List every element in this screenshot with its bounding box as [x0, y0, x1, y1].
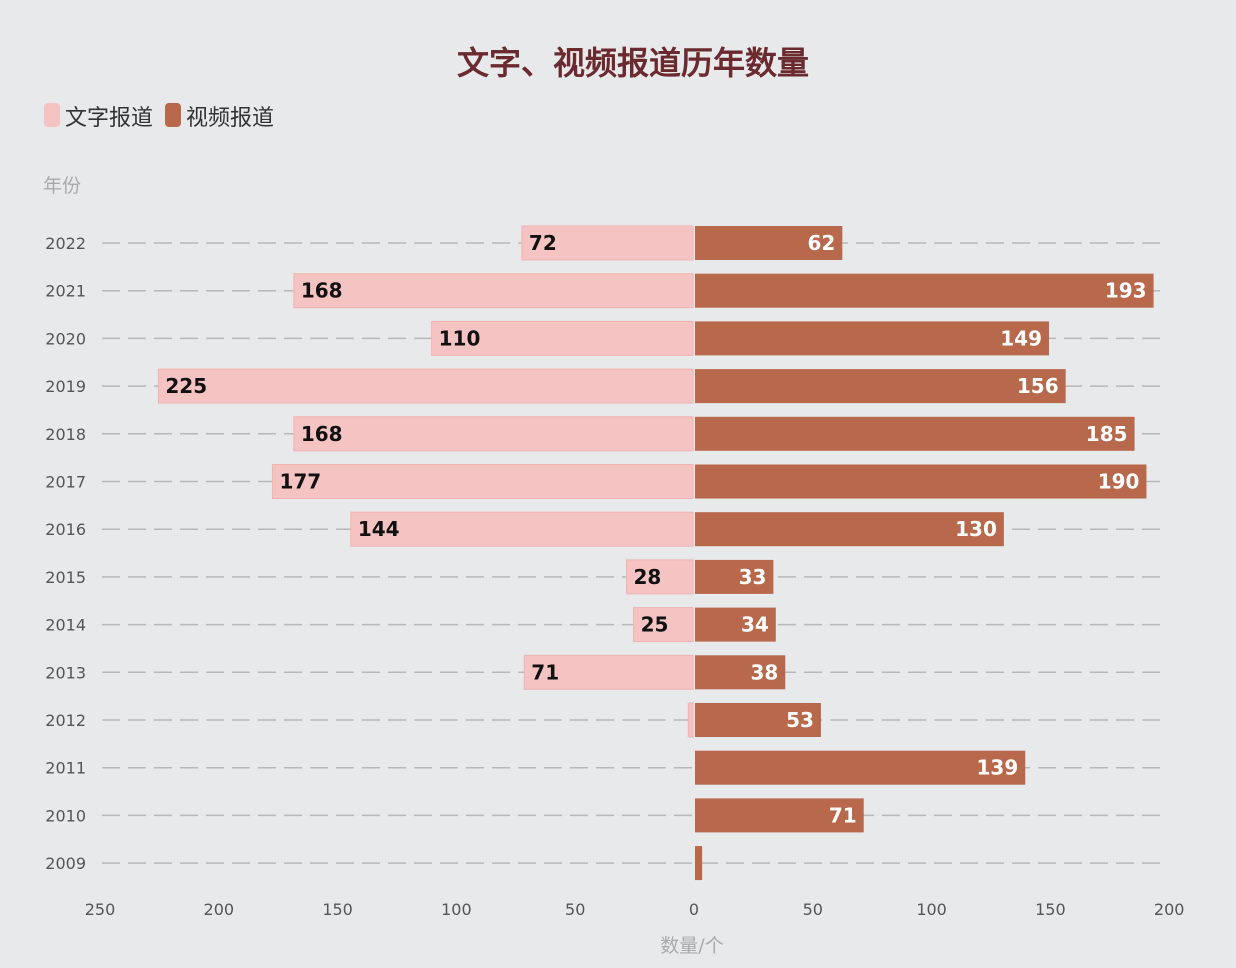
data-label-video-2017: 190: [1098, 470, 1140, 494]
data-label-video-2010: 71: [829, 803, 857, 827]
y-tick-label: 2022: [45, 234, 86, 253]
bar-text-2013: [523, 654, 694, 690]
legend-label-video: 视频报道: [186, 106, 274, 131]
bar-text-2012: [687, 702, 694, 738]
x-axis-title: 数量/个: [660, 935, 723, 957]
data-label-video-2021: 193: [1105, 279, 1147, 303]
x-tick-label: 200: [1154, 900, 1185, 919]
data-label-text-2022: 72: [529, 231, 557, 255]
chart-title: 文字、视频报道历年数量: [457, 44, 809, 82]
y-tick-label: 2019: [45, 377, 86, 396]
bar-video-2015: [695, 559, 774, 594]
y-tick-label: 2016: [45, 520, 86, 539]
data-label-video-2020: 149: [1000, 326, 1042, 350]
bar-video-2012: [695, 703, 821, 737]
legend-swatch-text: [44, 103, 60, 127]
bar-video-2017: [695, 464, 1147, 499]
bar-text-2020: [431, 320, 694, 356]
data-label-text-2017: 177: [279, 470, 321, 494]
data-label-text-2016: 144: [358, 517, 400, 541]
bar-video-2010: [695, 798, 864, 833]
data-label-text-2020: 110: [439, 326, 481, 350]
bar-video-2022: [695, 226, 843, 260]
data-label-text-2019: 225: [165, 374, 207, 398]
bar-text-2019: [157, 368, 694, 404]
bar-video-2009: [695, 846, 703, 881]
data-label-text-2014: 25: [641, 613, 669, 637]
bar-video-2018: [695, 416, 1135, 451]
data-label-text-2015: 28: [633, 565, 661, 589]
data-label-video-2019: 156: [1017, 374, 1059, 398]
y-tick-label: 2015: [45, 568, 86, 587]
x-tick-label: 0: [689, 900, 699, 919]
x-tick-label: 50: [565, 900, 585, 919]
legend-label-text: 文字报道: [65, 106, 153, 131]
x-tick-label: 150: [322, 900, 353, 919]
bar-video-2020: [695, 321, 1050, 356]
y-tick-label: 2021: [45, 282, 86, 301]
data-label-video-2014: 34: [741, 613, 769, 637]
y-tick-label: 2011: [45, 759, 86, 778]
data-label-video-2011: 139: [977, 756, 1019, 780]
x-tick-label: 50: [803, 900, 823, 919]
data-label-video-2012: 53: [786, 708, 814, 732]
bar-video-2016: [695, 512, 1004, 547]
bar-text-2015: [625, 559, 694, 595]
bar-video-2019: [695, 369, 1066, 404]
bar-text-2017: [271, 464, 694, 499]
data-label-video-2013: 38: [750, 660, 778, 684]
bar-video-2021: [695, 273, 1154, 308]
data-label-video-2016: 130: [955, 517, 997, 541]
bar-video-2014: [695, 607, 776, 642]
bar-video-2011: [695, 750, 1026, 785]
x-tick-label: 200: [204, 900, 235, 919]
data-label-text-2013: 71: [531, 660, 559, 684]
x-tick-label: 100: [916, 900, 947, 919]
x-tick-label: 250: [85, 900, 116, 919]
data-label-text-2018: 168: [301, 422, 343, 446]
bar-text-2021: [293, 273, 694, 309]
y-axis-title: 年份: [43, 175, 81, 197]
legend-swatch-video: [165, 103, 181, 127]
data-label-video-2022: 62: [807, 231, 835, 255]
y-tick-label: 2020: [45, 329, 86, 348]
y-tick-label: 2014: [45, 616, 86, 635]
data-label-video-2015: 33: [739, 565, 767, 589]
y-tick-label: 2009: [45, 854, 86, 873]
data-label-video-2018: 185: [1086, 422, 1128, 446]
x-tick-label: 100: [441, 900, 472, 919]
y-tick-label: 2017: [45, 473, 86, 492]
bar-video-2013: [695, 655, 786, 690]
y-tick-label: 2012: [45, 711, 86, 730]
y-tick-label: 2013: [45, 663, 86, 682]
y-tick-label: 2010: [45, 806, 86, 825]
bar-text-2016: [350, 511, 694, 547]
x-tick-label: 150: [1035, 900, 1066, 919]
legend: 文字报道 视频报道: [44, 103, 274, 131]
data-label-text-2021: 168: [301, 279, 343, 303]
y-tick-label: 2018: [45, 425, 86, 444]
bar-text-2014: [633, 607, 694, 643]
bar-text-2018: [293, 416, 694, 452]
bar-text-2022: [521, 225, 694, 261]
